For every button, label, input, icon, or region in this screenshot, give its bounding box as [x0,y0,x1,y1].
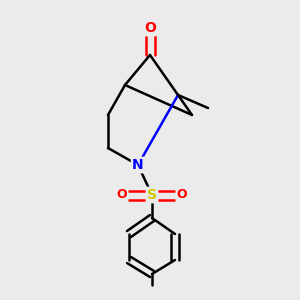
Text: O: O [144,21,156,35]
Text: O: O [117,188,127,202]
Text: S: S [147,188,157,202]
Text: O: O [177,188,187,202]
Text: N: N [132,158,144,172]
